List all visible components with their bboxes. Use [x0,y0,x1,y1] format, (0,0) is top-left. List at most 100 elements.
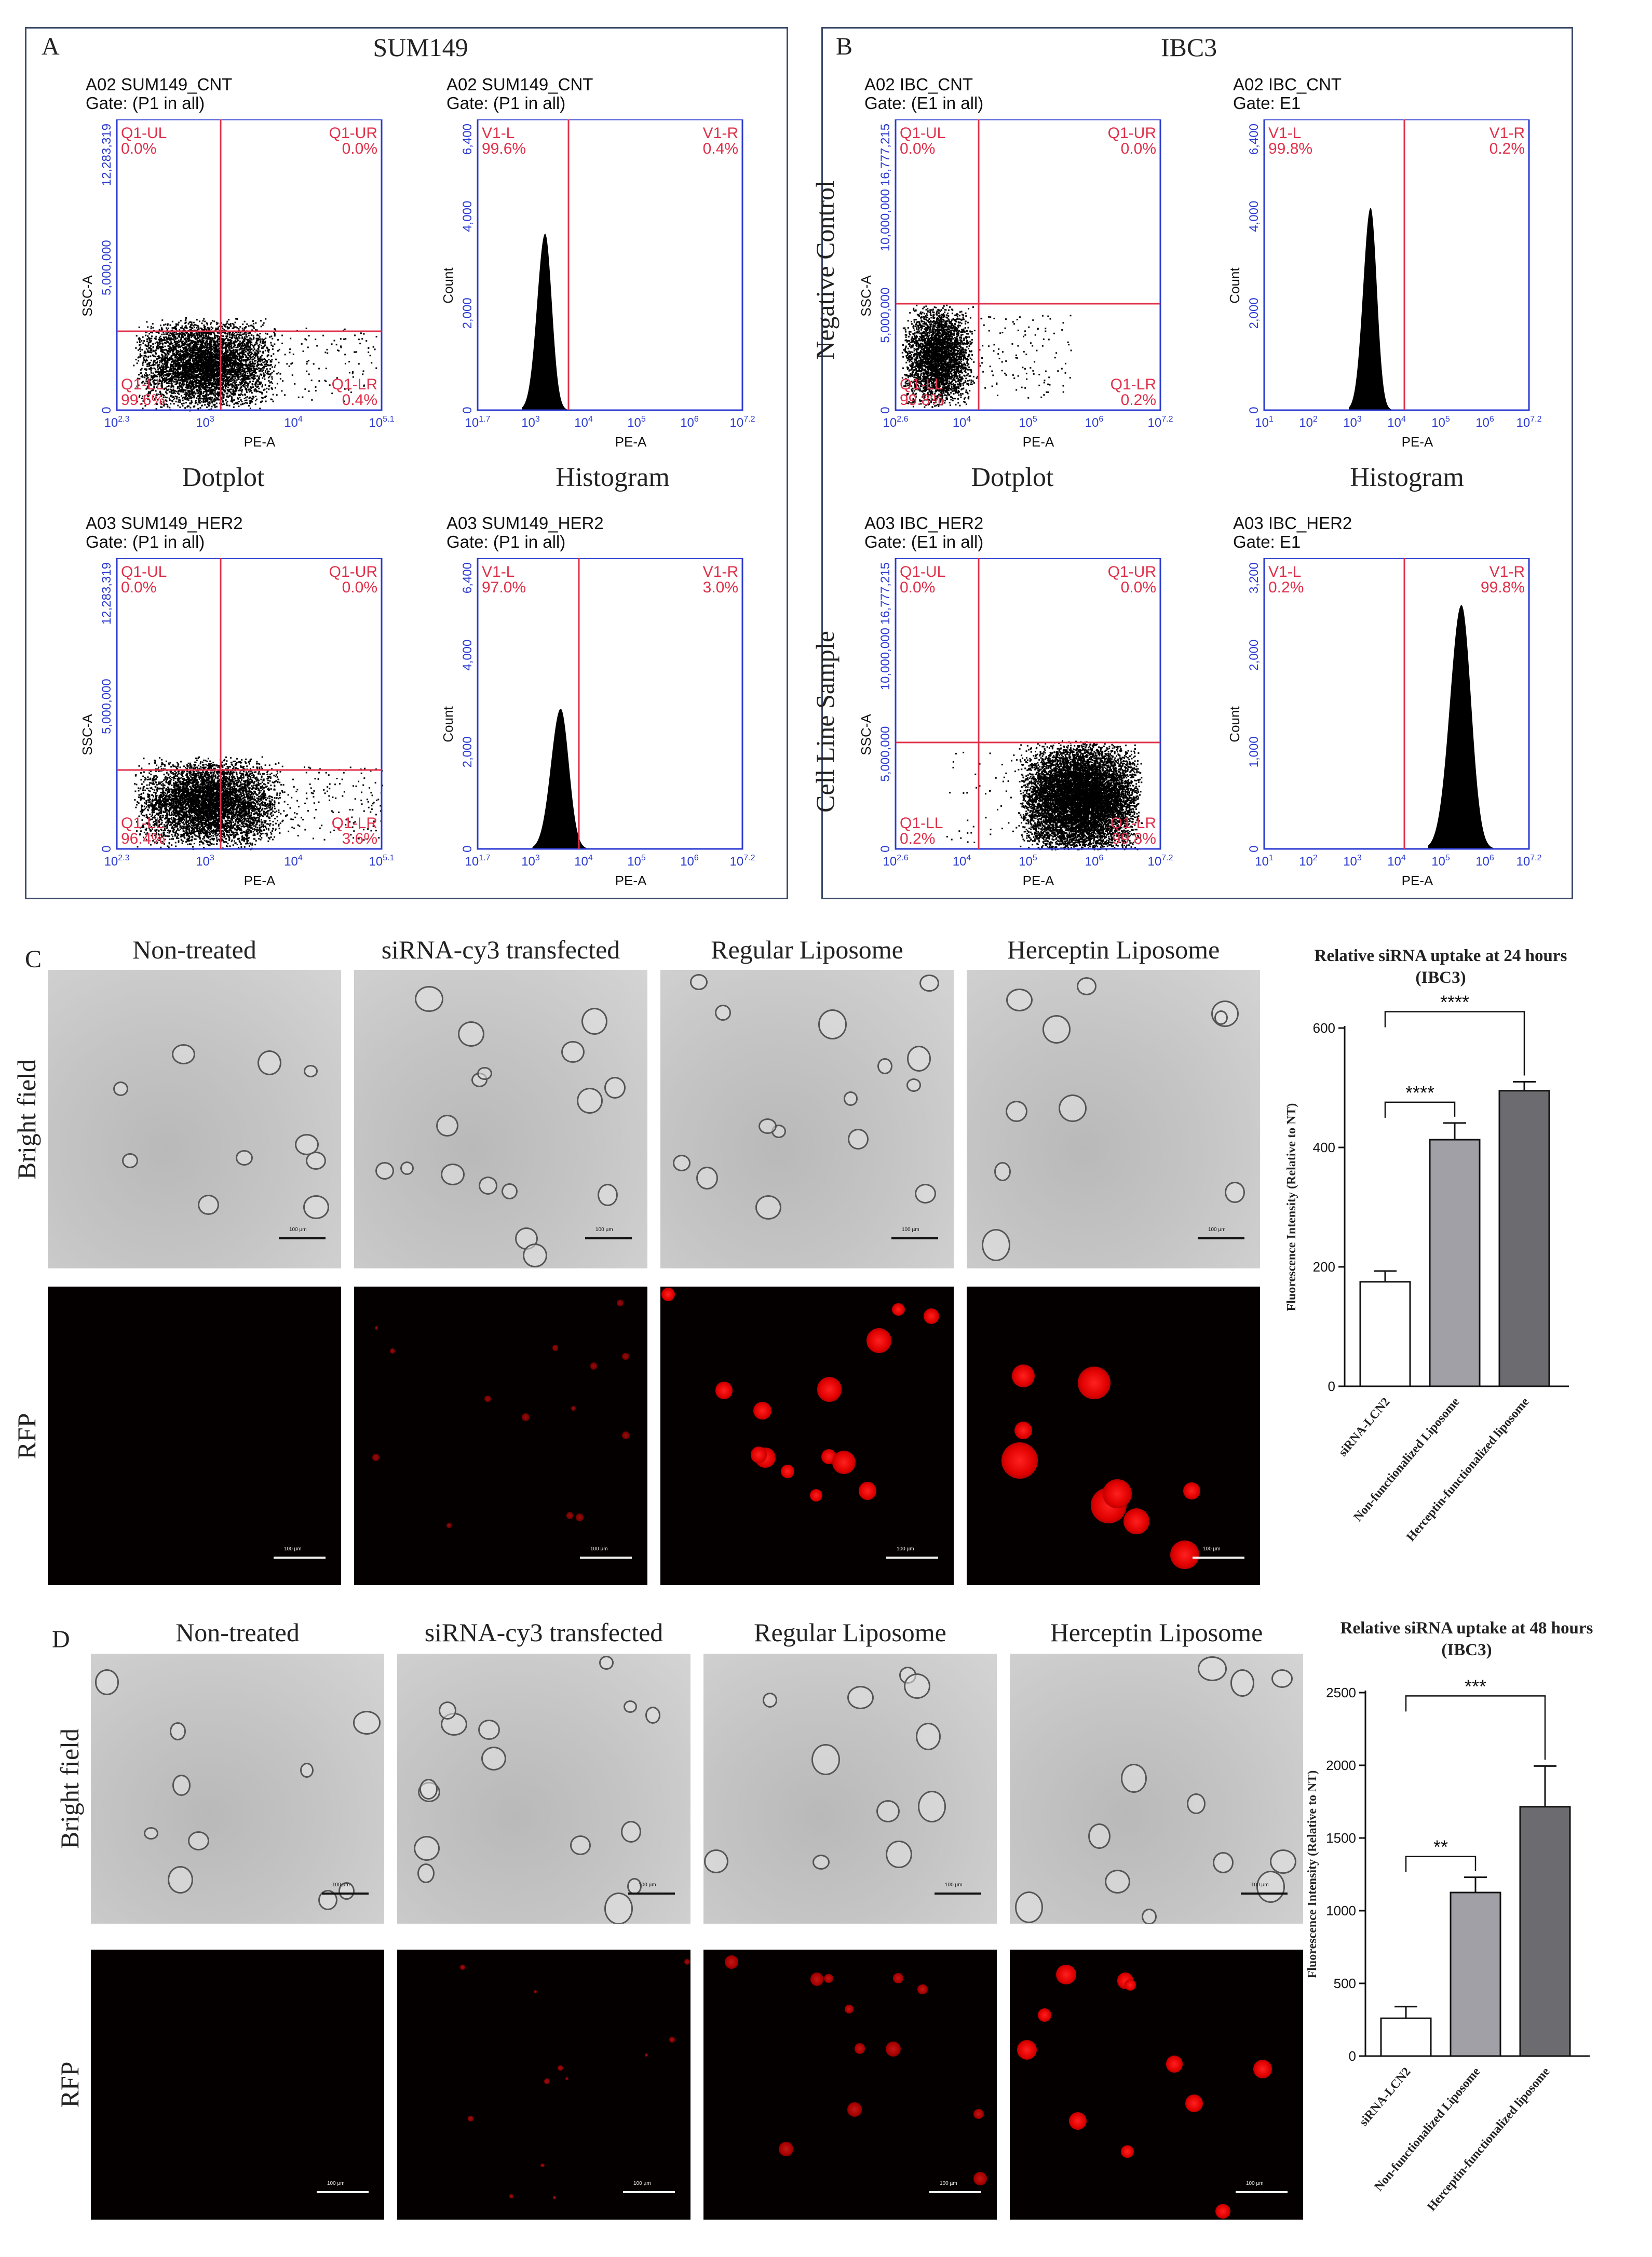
fluorescent-cell [669,2037,675,2043]
chart-48h-ylabel: Fluorescence Intensity (Relative to NT) [1306,1771,1319,1979]
fluorescent-cell [552,2196,557,2199]
cell [847,1685,874,1710]
fluorescent-cell [552,1345,559,1351]
b-histogram-control-ytick-3: 6,400 [1247,124,1261,155]
a-dotplot-her2-ylabel: SSC-A [79,714,95,755]
cell [300,1762,314,1778]
scale-bar-label: 100 µm [327,2181,345,2186]
a-dotplot-her2-lr-label: Q1-LR [332,815,377,832]
b-histogram-her2-gate: Gate: E1 [1233,533,1352,551]
bar-chart-48h: 0 500 1000 1500 2000 2500 Fluorescence Intensi… [1306,1675,1590,2214]
fluorescent-cell [866,1328,892,1354]
row-label-negative-control: Negative Control [810,125,841,415]
a-histogram-control-xtick-5: 107.2 [730,415,755,430]
chart-48h-ytick-label-5: 2500 [1326,1685,1356,1700]
cell [1042,1015,1071,1044]
b-dotplot-her2: Q1-UL0.0%Q1-UR0.0%Q1-LL0.2%Q1-LR99.8%05,… [858,558,1173,888]
b-dotplot-control-xtick-0: 102.6 [883,415,909,430]
caption-dotplot-a: Dotplot [145,462,301,493]
a-histogram-control-xtick-1: 103 [521,415,540,430]
cell [876,1800,900,1823]
fluorescent-cell [565,2077,568,2080]
b-histogram-her2-xtick-3: 104 [1387,854,1406,869]
cell [523,1244,547,1267]
cell [917,1791,946,1822]
a-dotplot-control-gate: Gate: (P1 in all) [86,94,232,113]
b-histogram-her2-header: A03 IBC_HER2 Gate: E1 [1233,514,1352,551]
panel-b-letter: B [836,32,852,61]
fluorescent-cell [616,1299,624,1307]
fluorescent-cell [854,2043,865,2054]
fluorescent-cell [923,1308,939,1325]
fluorescent-cell [575,1513,584,1522]
a-dotplot-control-xlabel: PE-A [244,434,276,450]
a-dotplot-her2-header: A03 SUM149_HER2 Gate: (P1 in all) [86,514,243,551]
b-dotplot-her2-ylabel: SSC-A [858,714,874,755]
b-histogram-control-gate: Gate: E1 [1233,94,1342,113]
a-dotplot-control-ytick-2: 12,283,319 [100,124,114,186]
b-dotplot-her2-xtick-2: 105 [1019,854,1037,869]
brightfield-image-2: 100 µm [660,970,954,1268]
chart-48h-title: Relative siRNA uptake at 48 hours (IBC3) [1298,1617,1635,1661]
row-label-0: Bright field [55,1659,86,1918]
a-histogram-her2-left-label: V1-L [482,563,514,580]
b-dotplot-her2-xtick-4: 107.2 [1148,854,1173,869]
a-histogram-her2-peak [532,709,589,849]
cell [121,1153,138,1169]
chart-48h-sig-label-0: ** [1433,1836,1448,1858]
b-dotplot-control-ytick-2: 10,000,000 [878,189,892,251]
cell [353,1711,381,1735]
scale-bar [580,1557,632,1559]
fluorescent-cell [1038,2008,1052,2022]
b-histogram-control-xtick-5: 106 [1475,415,1494,430]
b-histogram-control-xtick-6: 107.2 [1516,415,1542,430]
cell [755,1195,782,1220]
a-dotplot-her2: Q1-UL0.0%Q1-UR0.0%Q1-LL96.4%Q1-LR3.6%05,… [79,558,395,888]
scale-bar-label: 100 µm [897,1546,914,1552]
a-histogram-her2-xtick-2: 104 [574,854,593,869]
cell [907,1046,931,1072]
brightfield-image-2: 100 µm [703,1654,997,1924]
scale-bar [929,2191,981,2193]
cell [877,1058,892,1074]
b-histogram-her2-xtick-4: 105 [1431,854,1450,869]
b-histogram-her2-frame [1263,558,1530,850]
cell [621,1820,642,1843]
cell [1142,1908,1157,1924]
chart-48h-ytick-label-2: 1000 [1326,1903,1356,1918]
a-histogram-her2-xlabel: PE-A [615,873,647,888]
scale-bar-label: 100 µm [289,1227,307,1233]
cell [1121,1764,1147,1793]
b-dotplot-control-xtick-2: 105 [1019,415,1037,430]
b-histogram-her2-ytick-0: 0 [1247,845,1261,852]
a-histogram-her2-xtick-4: 106 [680,854,699,869]
fluorescent-cell [389,1348,396,1354]
cell [438,1701,457,1720]
chart-24h-ylabel: Fluorescence Intensity (Relative to NT) [1285,1103,1298,1312]
chart-24h-sig-label-1: **** [1440,992,1469,1013]
fluorescent-cell [534,1990,537,1994]
b-dotplot-control-ll-value: 99.8% [900,391,944,409]
fluorescent-cell [847,2102,862,2117]
b-dotplot-her2-ul-value: 0.0% [900,579,935,596]
a-dotplot-control-xtick-1: 103 [196,415,214,430]
b-histogram-control-xtick-1: 102 [1299,415,1318,430]
chart-24h-ytick-label-2: 400 [1313,1140,1335,1155]
column-header-3: Herceptin Liposome [989,1617,1324,1647]
rfp-image-1: 100 µm [354,1287,647,1585]
b-dotplot-her2-xlabel: PE-A [1023,873,1054,888]
cell [1225,1182,1245,1204]
a-histogram-her2-xtick-1: 103 [521,854,540,869]
a-histogram-her2-xtick-0: 101.7 [465,854,491,869]
b-dotplot-her2-xtick-1: 104 [953,854,971,869]
b-dotplot-control-ylabel: SSC-A [858,275,874,317]
a-histogram-control-right-label: V1-R [703,125,738,142]
a-histogram-control-gate: Gate: (P1 in all) [446,94,593,113]
b-dotplot-her2-ur-value: 0.0% [1121,579,1156,596]
a-histogram-her2-left-value: 97.0% [482,579,526,596]
b-dotplot-her2-ul-label: Q1-UL [900,563,945,580]
fluorescent-cell [753,1401,772,1420]
a-histogram-her2-right-value: 3.0% [703,579,738,596]
cell [690,974,708,991]
fluorescent-cell [858,1481,877,1500]
